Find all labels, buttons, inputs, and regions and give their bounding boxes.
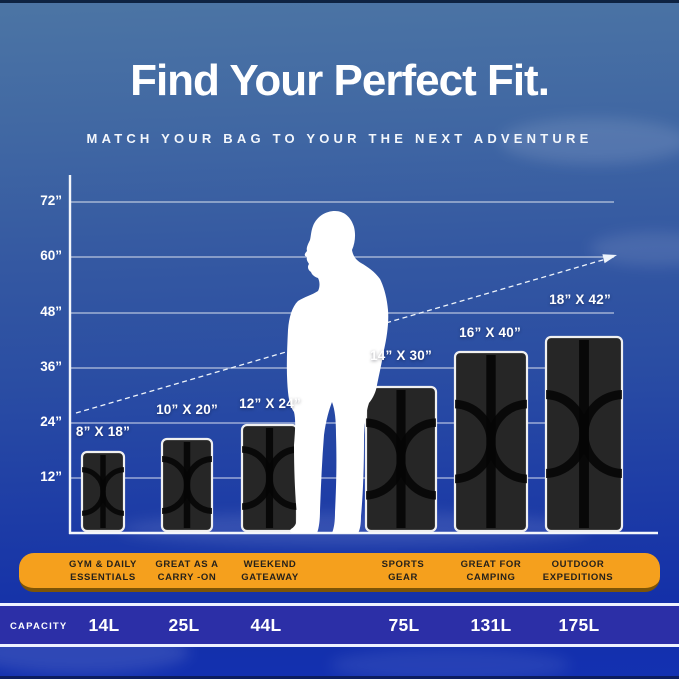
chart-axis bbox=[68, 175, 658, 535]
capacity-band bbox=[0, 603, 679, 647]
capacity-value-1: 14L bbox=[88, 615, 120, 635]
bottom-border-strip bbox=[0, 676, 679, 679]
duffel-bag bbox=[364, 385, 438, 533]
capacity-value-3: 44L bbox=[250, 615, 282, 635]
category-banner bbox=[19, 553, 660, 592]
y-tick-60: 60” bbox=[40, 248, 62, 263]
capacity-row-label: CAPACITY bbox=[10, 621, 68, 632]
cloud-texture bbox=[330, 648, 570, 679]
category-label-3: WEEKEND GATEAWAY bbox=[241, 559, 299, 583]
y-tick-48: 48” bbox=[40, 304, 62, 319]
y-tick-24: 24” bbox=[40, 414, 62, 429]
y-tick-72: 72” bbox=[40, 193, 62, 208]
bag-size-label-5: 16” X 40” bbox=[459, 325, 521, 340]
duffel-bag bbox=[160, 437, 214, 533]
bag-size-label-6: 18” X 42” bbox=[549, 292, 611, 307]
page-title: Find Your Perfect Fit. bbox=[130, 56, 550, 105]
capacity-value-4: 75L bbox=[388, 615, 420, 635]
capacity-value-5: 131L bbox=[470, 615, 512, 635]
category-label-5: GREAT FOR CAMPING bbox=[460, 559, 522, 583]
category-label-4: SPORTS GEAR bbox=[381, 559, 425, 583]
top-border-strip bbox=[0, 0, 679, 3]
category-label-6: OUTDOOR EXPEDITIONS bbox=[542, 559, 614, 583]
capacity-value-6: 175L bbox=[558, 615, 600, 635]
duffel-bag bbox=[544, 335, 624, 533]
bag-size-label-3: 12” X 24” bbox=[239, 396, 301, 411]
duffel-bags bbox=[80, 335, 624, 533]
category-label-2: GREAT AS A CARRY -ON bbox=[155, 559, 219, 583]
y-tick-36: 36” bbox=[40, 359, 62, 374]
category-label-1: GYM & DAILY ESSENTIALS bbox=[68, 559, 138, 583]
bag-size-label-4: 14” X 30” bbox=[370, 348, 432, 363]
capacity-value-2: 25L bbox=[168, 615, 200, 635]
page-subtitle: MATCH YOUR BAG TO YOUR THE NEXT ADVENTUR… bbox=[86, 131, 593, 146]
y-tick-12: 12” bbox=[40, 469, 62, 484]
bag-size-label-2: 10” X 20” bbox=[156, 402, 218, 417]
duffel-bag bbox=[240, 423, 299, 533]
duffel-bag bbox=[80, 450, 126, 533]
cloud-texture bbox=[500, 118, 679, 164]
duffel-bag bbox=[453, 350, 529, 533]
human-silhouette bbox=[286, 211, 389, 533]
bag-size-label-1: 8” X 18” bbox=[75, 424, 131, 439]
